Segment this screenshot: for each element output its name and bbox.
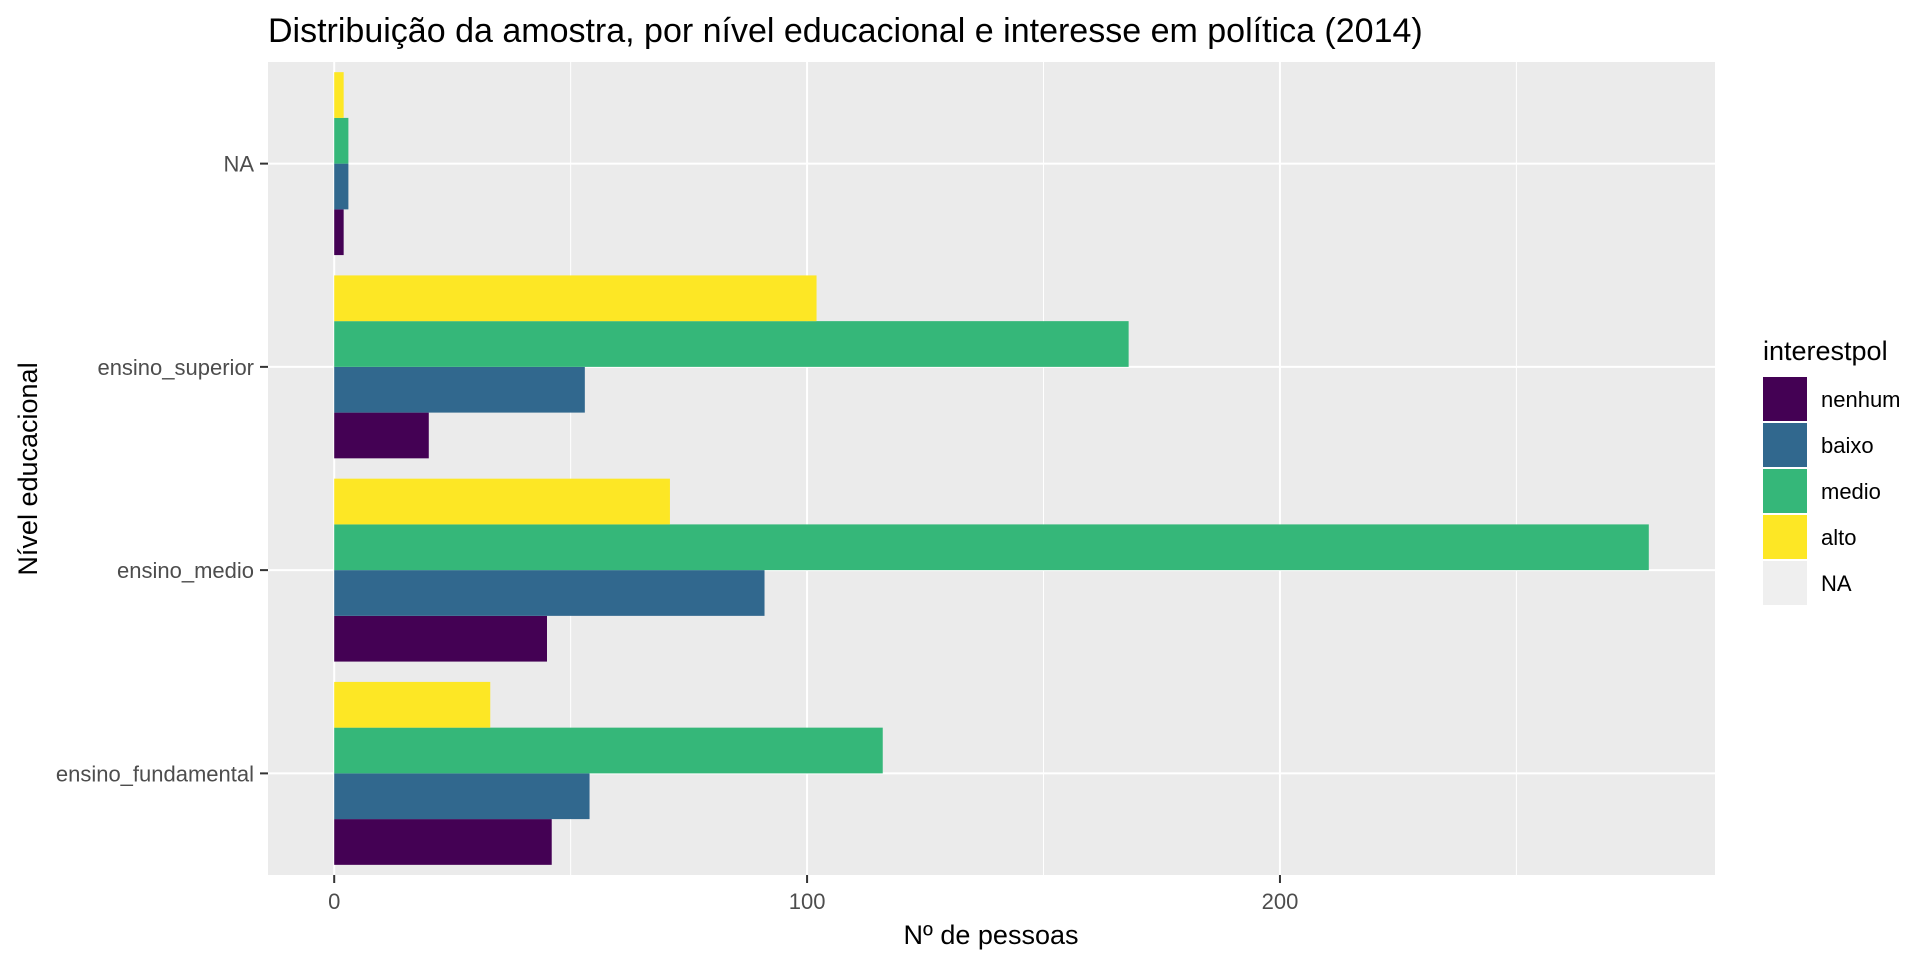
legend-key-medio (1763, 469, 1807, 513)
legend-label-NA: NA (1821, 571, 1852, 596)
bar-baixo-NA (334, 163, 349, 210)
bar-baixo-ensino_superior (334, 366, 585, 413)
chart-title: Distribuição da amostra, por nível educa… (268, 12, 1423, 50)
x-axis-title: Nº de pessoas (904, 920, 1079, 950)
legend-label-nenhum: nenhum (1821, 387, 1901, 412)
legend-key-alto (1763, 515, 1807, 559)
bar-nenhum-ensino_superior (334, 412, 429, 459)
y-tick-label: NA (223, 152, 254, 177)
bars (334, 72, 1649, 865)
y-tick-label: ensino_medio (117, 558, 254, 583)
y-axis-title: Nível educacional (13, 362, 43, 575)
legend-key-NA (1763, 561, 1807, 605)
bar-alto-ensino_fundamental (334, 681, 491, 728)
bar-alto-NA (334, 72, 344, 118)
x-tick-label: 100 (789, 889, 826, 914)
legend-label-alto: alto (1821, 525, 1856, 550)
bar-baixo-ensino_fundamental (334, 773, 590, 820)
bar-medio-NA (334, 117, 349, 164)
bar-medio-ensino_superior (334, 321, 1129, 367)
y-tick-label: ensino_fundamental (56, 761, 254, 786)
bar-alto-ensino_medio (334, 478, 670, 525)
y-tick-label: ensino_superior (97, 355, 254, 380)
x-tick-label: 0 (328, 889, 340, 914)
x-tick-label: 200 (1262, 889, 1299, 914)
legend-key-nenhum (1763, 377, 1807, 421)
legend-label-medio: medio (1821, 479, 1881, 504)
bar-baixo-ensino_medio (334, 570, 765, 616)
bar-medio-ensino_fundamental (334, 727, 883, 774)
bar-medio-ensino_medio (334, 524, 1649, 571)
bar-nenhum-NA (334, 209, 344, 256)
y-axis: ensino_fundamental ensino_medio ensino_sup… (56, 152, 268, 786)
bar-nenhum-ensino_medio (334, 615, 547, 662)
legend-title: interestpol (1763, 336, 1888, 366)
x-axis: 0 100 200 (328, 875, 1298, 914)
legend-label-baixo: baixo (1821, 433, 1874, 458)
bar-nenhum-ensino_fundamental (334, 819, 552, 865)
bar-alto-ensino_superior (334, 275, 817, 322)
legend-key-baixo (1763, 423, 1807, 467)
legend: interestpol nenhum baixo medio alto NA (1763, 336, 1901, 605)
